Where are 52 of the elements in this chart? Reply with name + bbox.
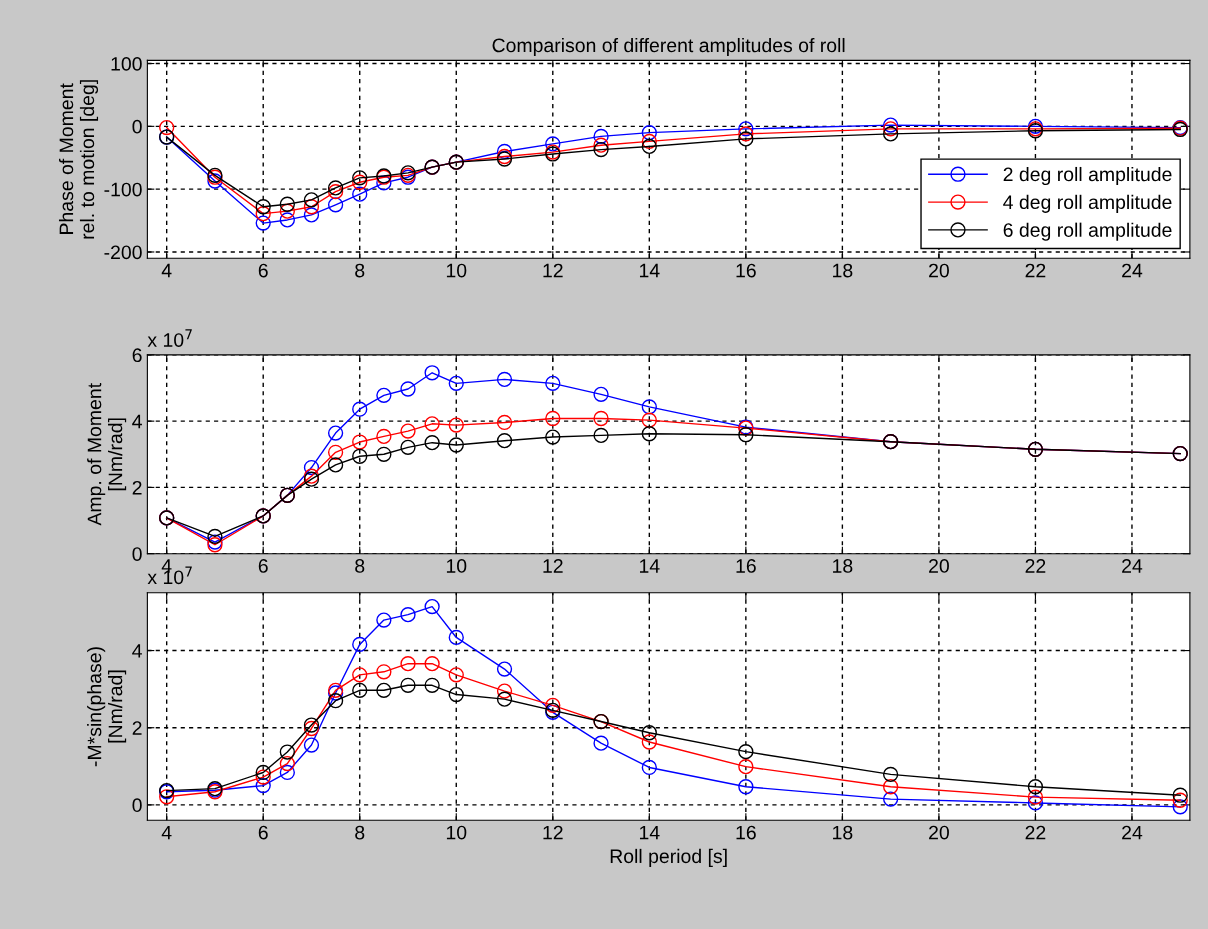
y-axis-title: Amp. of Moment [Nm/rad]: [87, 383, 127, 526]
x-tick-label: 22: [1025, 825, 1046, 840]
y-tick-label: 100: [111, 56, 142, 71]
x-tick-label: 10: [446, 559, 467, 573]
legend-label: 6 deg roll amplitude: [1003, 222, 1172, 241]
x-tick-label: 18: [833, 559, 853, 573]
y-tick-label: 2: [132, 480, 142, 495]
x-tick-label: 24: [1122, 825, 1143, 840]
x-tick-label: 18: [833, 263, 853, 278]
x-tick-label: 24: [1122, 263, 1143, 278]
y-tick-label: 0: [132, 547, 142, 561]
x-tick-label: 6: [258, 559, 268, 573]
x-tick-label: 16: [736, 825, 756, 840]
x-tick-label: 12: [543, 825, 563, 840]
x-tick-label: 8: [355, 263, 365, 278]
x-axis-title: Roll period [s]: [610, 848, 727, 867]
x-tick-label: 20: [929, 559, 949, 573]
legend-label: 4 deg roll amplitude: [1003, 194, 1172, 213]
x-tick-label: 6: [258, 825, 268, 840]
x-tick-label: 24: [1122, 559, 1143, 573]
x-tick-label: 16: [736, 263, 756, 278]
x-tick-label: 4: [161, 263, 172, 278]
x-tick-label: 14: [639, 825, 660, 840]
x-tick-label: 6: [258, 263, 268, 278]
y-tick-label: 4: [132, 644, 142, 658]
x-tick-label: 20: [929, 825, 949, 840]
x-tick-label: 22: [1025, 263, 1046, 278]
y-tick-label: 4: [132, 414, 142, 429]
x-tick-label: 20: [929, 263, 949, 278]
x-tick-label: 16: [736, 559, 756, 573]
x-tick-label: 18: [833, 825, 853, 840]
x-tick-label: 10: [446, 825, 467, 840]
y-tick-label: 0: [132, 119, 142, 134]
y-tick-label: 6: [132, 348, 142, 363]
y-tick-label: 2: [132, 721, 142, 735]
y-tick-label: -200: [104, 245, 142, 260]
x-tick-label: 10: [446, 263, 467, 278]
x-tick-label: 22: [1025, 559, 1046, 573]
legend-label: 2 deg roll amplitude: [1003, 166, 1172, 186]
x-tick-label: 14: [639, 559, 660, 573]
y-tick-label: -100: [104, 182, 142, 197]
text: x 10$^{7}$: [147, 329, 192, 347]
chart-title: Comparison of different amplitudes of roll: [492, 37, 845, 57]
y-axis-title: -M*sin(phase) [Nm/rad]: [87, 647, 127, 767]
x-tick-label: 12: [543, 559, 563, 573]
x-tick-label: 12: [543, 263, 563, 278]
x-tick-label: 8: [355, 825, 365, 840]
y-tick-label: 0: [132, 798, 142, 813]
x-tick-label: 8: [355, 559, 365, 573]
y-axis-title: Phase of Moment rel. to motion [deg]: [58, 80, 99, 239]
x-tick-label: 4: [161, 825, 172, 840]
x-tick-label: 14: [639, 263, 660, 278]
